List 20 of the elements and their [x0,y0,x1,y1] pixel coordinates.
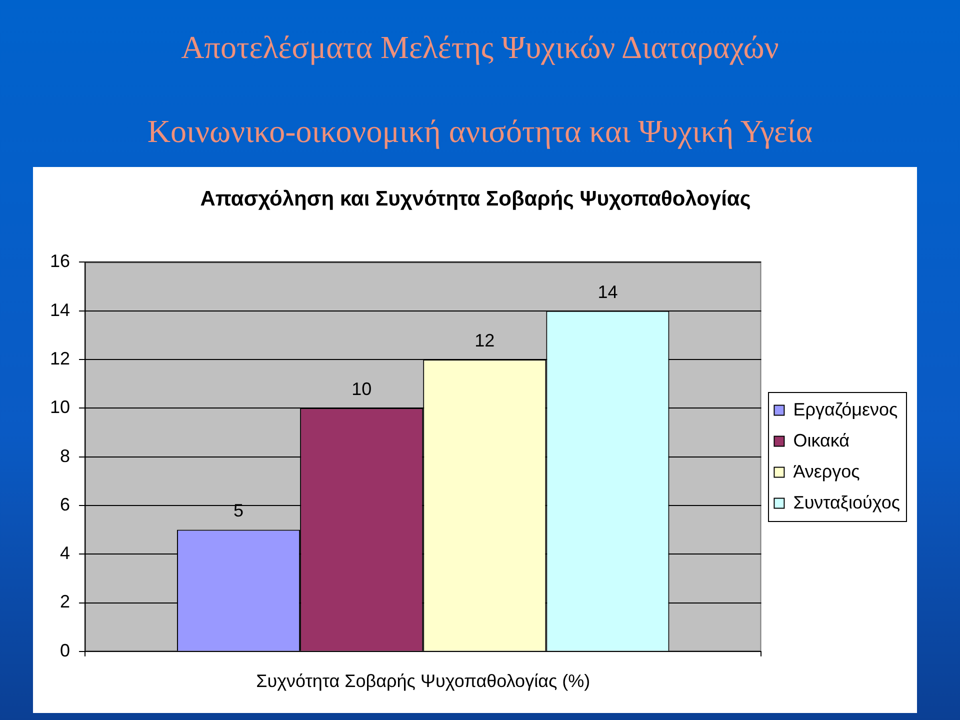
legend-label: Άνεργος [793,461,860,482]
text: Κοινωνικο-οικονομική ανισότητα και Ψυχική Υγεία [146,112,814,150]
x-tick-label: Συχνότητα Σοβαρής Ψυχοπαθολογίας (%) [256,671,590,692]
chart-title: Απασχόληση και Συχνότητα Σοβαρής Ψυχοπαθολογίας [200,187,751,210]
legend-label: Οικακά [793,430,850,450]
y-tick-label: 8 [60,446,70,466]
y-tick-label: 14 [50,300,70,320]
y-tick-label: 10 [50,397,70,418]
legend-label: Συνταξιούχος [793,492,900,512]
y-tick-label: 2 [60,592,70,612]
text: Αποτελέσματα Μελέτης Ψυχικών Διαταραχών [180,28,780,66]
y-tick-label: 4 [60,543,70,564]
data-label: 14 [598,282,618,302]
y-tick-label: 16 [50,251,70,272]
y-tick-label: 6 [60,494,70,514]
legend-label: Εργαζόμενος [793,399,898,420]
y-tick-label: 12 [50,348,70,368]
data-label: 12 [474,330,495,350]
data-label: 10 [352,379,372,400]
y-tick-label: 0 [60,640,70,660]
